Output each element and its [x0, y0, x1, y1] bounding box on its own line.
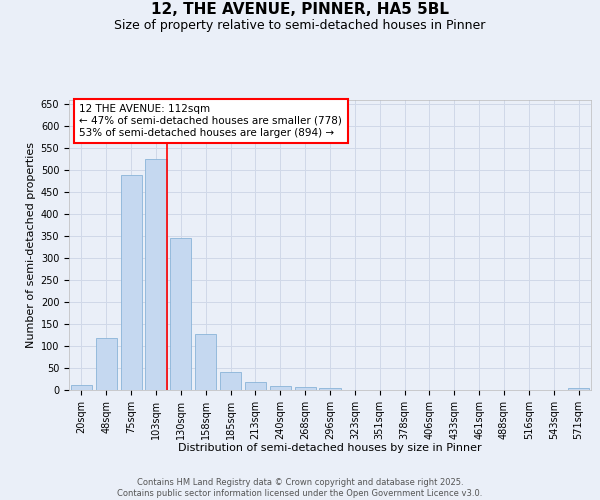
- Bar: [96, 338, 117, 390]
- Bar: [568, 388, 589, 390]
- Bar: [121, 174, 142, 390]
- Bar: [295, 387, 316, 390]
- Bar: [220, 372, 241, 390]
- Bar: [319, 388, 341, 390]
- Bar: [245, 382, 266, 390]
- X-axis label: Distribution of semi-detached houses by size in Pinner: Distribution of semi-detached houses by …: [178, 444, 482, 454]
- Text: Contains HM Land Registry data © Crown copyright and database right 2025.
Contai: Contains HM Land Registry data © Crown c…: [118, 478, 482, 498]
- Text: 12, THE AVENUE, PINNER, HA5 5BL: 12, THE AVENUE, PINNER, HA5 5BL: [151, 2, 449, 18]
- Y-axis label: Number of semi-detached properties: Number of semi-detached properties: [26, 142, 37, 348]
- Bar: [270, 386, 291, 390]
- Text: 12 THE AVENUE: 112sqm
← 47% of semi-detached houses are smaller (778)
53% of sem: 12 THE AVENUE: 112sqm ← 47% of semi-deta…: [79, 104, 343, 138]
- Bar: [195, 334, 216, 390]
- Bar: [170, 238, 191, 390]
- Bar: [71, 385, 92, 390]
- Bar: [145, 160, 167, 390]
- Text: Size of property relative to semi-detached houses in Pinner: Size of property relative to semi-detach…: [115, 19, 485, 32]
